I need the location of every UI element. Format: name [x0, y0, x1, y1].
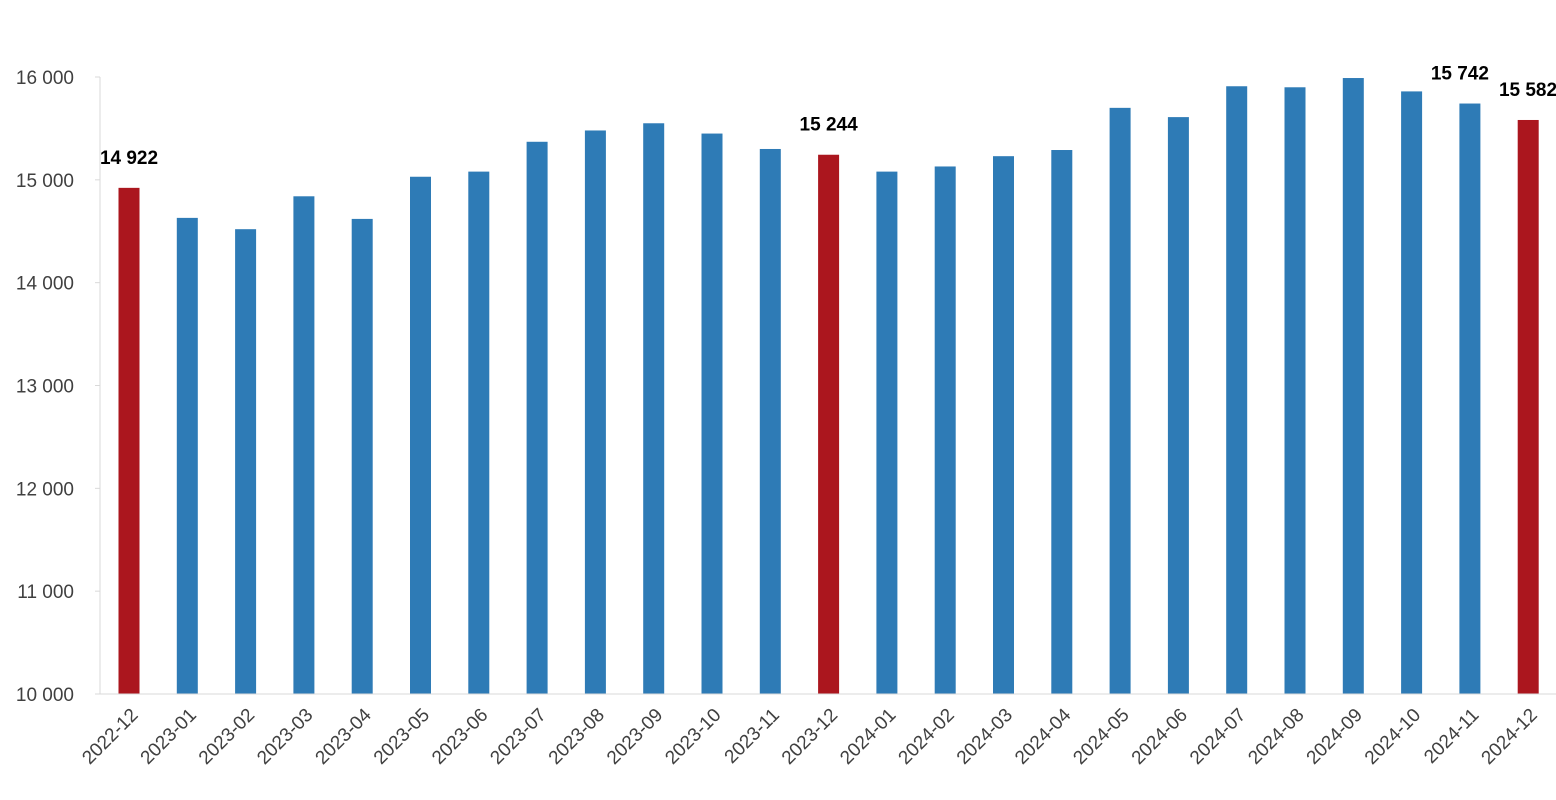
y-tick-label: 11 000 [17, 582, 74, 603]
x-tick-label: 2024-09 [1303, 705, 1367, 769]
data-labels: 14 922 15 244 15 742 15 582 [100, 64, 1556, 169]
bar [1342, 78, 1364, 694]
x-tick-label: 2024-11 [1420, 705, 1483, 768]
x-tick-label: 2023-04 [312, 704, 376, 768]
bar [701, 133, 723, 694]
x-axis: 2022-122023-012023-022023-032023-042023-… [78, 693, 1556, 769]
data-label: 15 244 [800, 115, 859, 136]
bar [526, 141, 548, 694]
x-tick-label: 2023-06 [428, 705, 492, 769]
x-tick-label: 2024-01 [836, 705, 900, 769]
x-tick-label: 2024-03 [953, 705, 1017, 769]
y-tick-label: 13 000 [16, 377, 74, 398]
x-tick-label: 2024-08 [1244, 705, 1308, 769]
y-tick-label: 14 000 [16, 274, 74, 295]
bar-highlight [1517, 119, 1539, 695]
y-axis: 10 000 11 000 12 000 13 000 14 000 15 000 16 0… [16, 68, 101, 706]
data-label: 14 922 [100, 148, 158, 169]
x-tick-label: 2024-12 [1478, 705, 1542, 769]
x-tick-label: 2023-12 [778, 705, 842, 769]
bar-highlight [818, 154, 840, 695]
x-tick-label: 2023-02 [195, 705, 259, 769]
x-tick-label: 2024-02 [895, 705, 959, 769]
bar [1109, 107, 1131, 695]
x-tick-label: 2023-03 [253, 705, 317, 769]
x-tick-label: 2023-01 [137, 705, 201, 769]
bar [1459, 103, 1481, 694]
y-tick-label: 15 000 [16, 171, 74, 192]
bar [993, 156, 1014, 694]
bar [176, 217, 198, 694]
bar [934, 166, 956, 695]
bar [1401, 91, 1423, 694]
x-tick-label: 2024-06 [1128, 705, 1192, 769]
bar [1051, 150, 1073, 694]
x-tick-label: 2023-09 [603, 705, 667, 769]
bar [293, 196, 315, 695]
bar [1226, 86, 1248, 694]
bar [1284, 87, 1306, 694]
x-tick-label: 2023-10 [661, 705, 725, 769]
bar [351, 218, 373, 694]
bar-highlight [118, 187, 140, 694]
bar [759, 148, 781, 695]
bar [584, 130, 606, 695]
x-tick-label: 2023-08 [545, 705, 609, 769]
bar [410, 176, 431, 694]
x-tick-label: 2024-04 [1011, 704, 1075, 768]
bar [643, 123, 665, 694]
x-tick-label: 2022-12 [78, 705, 142, 769]
x-tick-label: 2023-11 [721, 705, 784, 768]
x-tick-label: 2024-07 [1186, 705, 1250, 769]
data-label: 15 582 [1499, 80, 1556, 101]
bar [876, 171, 898, 695]
y-tick-label: 10 000 [16, 685, 74, 706]
bar [235, 229, 257, 694]
y-tick-label: 16 000 [16, 68, 74, 89]
bar [1167, 117, 1189, 695]
x-tick-label: 2023-05 [370, 705, 434, 769]
x-tick-label: 2024-10 [1361, 705, 1425, 769]
y-tick-label: 12 000 [16, 479, 74, 500]
x-tick-label: 2024-05 [1069, 705, 1133, 769]
bars [118, 78, 1539, 695]
data-label: 15 742 [1431, 64, 1489, 85]
bar [468, 171, 490, 695]
x-tick-label: 2023-07 [486, 705, 550, 769]
